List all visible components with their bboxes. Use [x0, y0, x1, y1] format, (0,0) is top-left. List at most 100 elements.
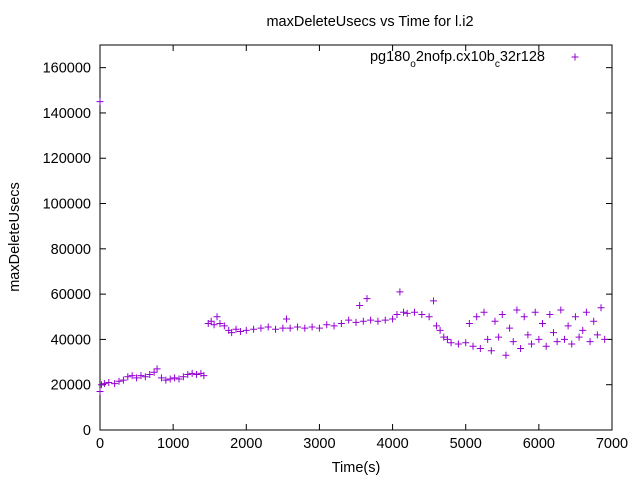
data-point	[528, 340, 536, 348]
data-point	[590, 317, 598, 325]
data-point	[513, 306, 521, 314]
x-tick-label: 7000	[596, 436, 628, 452]
data-point	[465, 320, 473, 328]
data-point	[443, 335, 451, 343]
x-tick-label: 2000	[230, 436, 262, 452]
data-point	[498, 311, 506, 318]
x-tick-label: 3000	[303, 436, 335, 452]
data-point	[337, 320, 345, 328]
data-point	[586, 338, 594, 346]
data-point	[124, 373, 132, 381]
legend-text-part: 32r128	[500, 49, 545, 65]
chart-title: maxDeleteUsecs vs Time for l.i2	[266, 14, 473, 30]
data-point	[272, 325, 280, 333]
data-point	[440, 333, 448, 341]
data-point	[473, 313, 481, 321]
data-point	[264, 323, 272, 331]
y-tick-label: 100000	[43, 197, 91, 213]
data-point	[250, 325, 258, 333]
data-point	[193, 371, 201, 379]
data-point	[425, 313, 433, 321]
data-point	[207, 317, 215, 325]
plot-area-frame	[99, 44, 613, 431]
data-point	[535, 335, 543, 343]
data-point	[308, 323, 316, 331]
data-point	[531, 308, 539, 316]
data-point	[560, 335, 568, 343]
data-point	[582, 308, 590, 316]
data-point	[389, 315, 397, 323]
data-point	[188, 369, 196, 377]
y-tick-label: 80000	[51, 242, 91, 258]
data-point	[568, 340, 576, 348]
data-point	[179, 373, 187, 381]
legend-label: pg180o2nofp.cx10bc32r128	[370, 49, 545, 70]
data-point	[418, 311, 426, 318]
data-point	[100, 380, 108, 388]
data-point	[593, 331, 601, 339]
y-tick-label: 20000	[51, 378, 91, 394]
data-point	[359, 317, 367, 325]
data-point	[301, 324, 309, 332]
data-point	[484, 335, 492, 343]
legend-text-part: pg180	[370, 49, 410, 65]
data-point	[454, 340, 462, 348]
data-point	[367, 316, 375, 324]
data-point	[184, 371, 192, 379]
data-point	[166, 375, 174, 383]
data-point	[469, 342, 477, 350]
data-point	[352, 318, 360, 326]
x-tick-label: 4000	[376, 436, 408, 452]
data-point	[411, 308, 419, 316]
data-point	[432, 322, 440, 330]
data-point	[436, 326, 444, 334]
data-points-layer	[96, 98, 609, 395]
data-point	[97, 381, 105, 389]
data-point	[374, 317, 382, 325]
data-point	[381, 316, 389, 324]
data-point	[517, 344, 525, 352]
data-point	[216, 320, 224, 328]
data-point	[502, 351, 510, 359]
data-point	[430, 297, 438, 305]
data-point	[575, 333, 583, 341]
data-point	[228, 329, 236, 337]
data-point	[153, 365, 161, 373]
legend-subscript: c	[495, 59, 500, 70]
data-point	[403, 309, 411, 317]
legend: pg180o2nofp.cx10bc32r128	[370, 49, 579, 70]
x-tick-label: 5000	[450, 436, 482, 452]
data-point	[242, 326, 250, 334]
legend-marker	[571, 53, 579, 61]
data-point	[476, 344, 484, 352]
data-point	[257, 324, 265, 332]
axis-ticks-layer: 0 1000 2000 3000 4000 5000 6000 7000 0 20000 40000…	[43, 45, 628, 452]
y-tick-label: 0	[83, 423, 91, 439]
data-point	[236, 327, 244, 335]
data-point	[232, 325, 240, 333]
data-point	[213, 313, 221, 321]
data-point	[137, 372, 145, 380]
data-point	[579, 326, 587, 334]
data-point	[363, 295, 371, 303]
data-point	[549, 329, 557, 337]
data-point	[162, 376, 170, 384]
data-point	[520, 313, 528, 321]
y-tick-label: 120000	[43, 151, 91, 167]
x-tick-label: 1000	[157, 436, 189, 452]
data-point	[171, 374, 179, 382]
data-point	[396, 288, 404, 296]
y-tick-label: 160000	[43, 61, 91, 77]
x-tick-label: 6000	[523, 436, 555, 452]
data-point	[119, 376, 127, 384]
data-point	[546, 311, 554, 318]
data-point	[315, 324, 323, 332]
y-tick-label: 40000	[51, 332, 91, 348]
data-point	[105, 378, 113, 386]
data-point	[597, 304, 605, 312]
data-point	[542, 342, 550, 350]
data-point	[557, 306, 565, 314]
data-point	[462, 339, 470, 347]
data-point	[480, 308, 488, 316]
legend-text-part: 2nofp.cx10b	[416, 49, 495, 65]
